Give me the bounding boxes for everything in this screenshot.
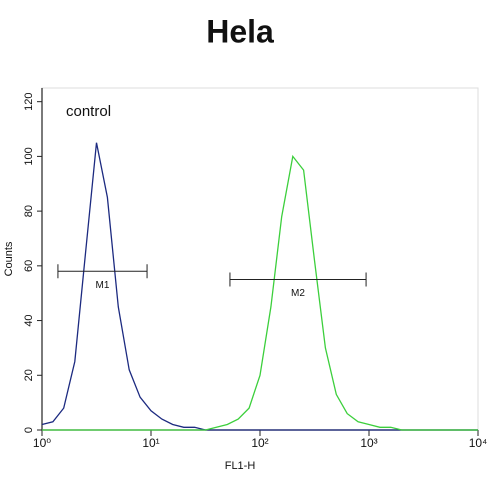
- y-tick-label: 100: [23, 147, 35, 165]
- gate-marker: [229, 272, 367, 287]
- x-tick-label: 10⁴: [469, 436, 488, 450]
- gate-label: M2: [291, 288, 305, 299]
- y-tick-label: 40: [23, 314, 35, 326]
- y-tick-label: 120: [23, 93, 35, 111]
- y-tick-label: 20: [23, 369, 35, 381]
- y-tick-label: 0: [23, 427, 35, 433]
- annotation: control: [66, 103, 111, 120]
- x-axis-label: FL1-H: [225, 460, 256, 472]
- y-tick-label: 60: [23, 260, 35, 272]
- chart-title: Hela: [206, 13, 274, 49]
- gate-marker: [57, 264, 148, 279]
- x-tick-label: 10¹: [142, 436, 159, 450]
- histogram-line: [42, 154, 478, 431]
- y-axis-label: Counts: [3, 241, 15, 276]
- x-tick-label: 10²: [251, 436, 268, 450]
- plot-frame: [41, 87, 479, 431]
- gate-label: M1: [96, 280, 110, 291]
- y-tick-label: 80: [23, 205, 35, 217]
- axes: [41, 88, 478, 431]
- x-tick-label: 10⁰: [33, 436, 51, 450]
- x-tick-label: 10³: [360, 436, 377, 450]
